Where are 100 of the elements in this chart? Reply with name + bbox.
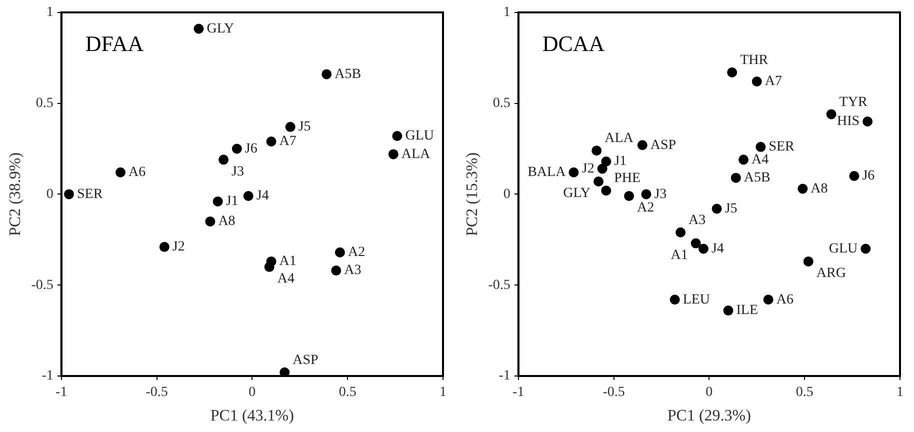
series-label: J4: [256, 188, 269, 204]
series-label: THR: [740, 53, 769, 68]
y-tick-label: 0.5: [492, 96, 510, 111]
series-label: TYR: [839, 94, 868, 110]
series-label: A2: [637, 200, 654, 216]
series-label: J3: [232, 164, 244, 180]
series-label: A7: [764, 74, 782, 90]
point: [676, 227, 686, 238]
point: [727, 67, 738, 78]
point: [280, 367, 290, 376]
point: [331, 266, 342, 276]
x-tick-label: -0.5: [602, 385, 625, 400]
series-label: ASP: [292, 353, 319, 368]
point: [763, 294, 774, 305]
point: [266, 136, 276, 146]
y-tick-label: -1: [42, 368, 54, 384]
point: [334, 247, 345, 258]
series-label: J1: [614, 154, 627, 170]
point: [826, 109, 836, 120]
series-label: A3: [344, 263, 362, 278]
series-label: HIS: [837, 114, 860, 130]
point: [392, 131, 402, 142]
point: [738, 154, 749, 165]
point: [266, 256, 276, 266]
series-label: A8: [810, 181, 828, 196]
point: [194, 24, 204, 34]
point: [285, 122, 296, 132]
point: [849, 171, 860, 182]
series-label: J2: [172, 240, 185, 255]
point: [159, 242, 170, 252]
series-label: J5: [298, 120, 311, 135]
series-label: ALA: [604, 131, 634, 146]
x-tick-label: 1: [440, 385, 446, 400]
series-label: A5B: [334, 66, 362, 82]
x-tick-label: -1: [512, 385, 524, 400]
point: [862, 116, 873, 126]
x-tick-label: 1: [896, 385, 904, 400]
point: [723, 306, 734, 316]
point: [637, 140, 648, 150]
y-tick-label: 0: [46, 186, 54, 202]
series-label: GLU: [405, 128, 434, 144]
series-label: ALA: [401, 146, 432, 162]
point: [730, 172, 741, 183]
series-label: GLY: [563, 186, 591, 202]
series-label: A1: [279, 254, 296, 270]
text: DCAA: [542, 31, 605, 56]
point: [218, 154, 229, 165]
y-axis-title: PC2 (38.9%): [6, 152, 24, 236]
y-tick-label: 0: [503, 186, 510, 202]
point: [641, 189, 652, 200]
series-label: A5B: [744, 170, 770, 186]
series-label: J3: [654, 186, 667, 202]
point: [232, 144, 242, 154]
series-label: ARG: [816, 266, 846, 282]
point: [670, 294, 680, 305]
y-tick-label: 0.5: [36, 96, 54, 111]
x-tick-label: 0.5: [796, 385, 814, 400]
series-label: J6: [862, 168, 875, 184]
y-tick-label: -0.5: [31, 278, 54, 293]
y-tick-label: 1: [503, 5, 510, 20]
point: [601, 156, 612, 166]
point: [798, 184, 808, 194]
series-label: A2: [348, 245, 366, 260]
point: [752, 76, 762, 86]
series-label: A6: [128, 165, 146, 180]
series-label: A6: [776, 292, 794, 308]
y-tick-label: -0.5: [488, 278, 510, 293]
series-label: SER: [768, 140, 796, 155]
series-label: J6: [244, 141, 258, 156]
y-tick-label: 1: [46, 5, 54, 20]
series-label: J5: [724, 201, 738, 216]
series-label: SER: [76, 186, 104, 202]
point: [690, 238, 701, 248]
text: DFAA: [85, 31, 144, 56]
point: [698, 244, 708, 254]
series-label: A3: [688, 213, 706, 228]
series-label: PHE: [614, 171, 641, 186]
series-label: J2: [582, 161, 594, 176]
x-tick-label: -1: [56, 385, 68, 400]
point: [212, 196, 223, 206]
series-label: A1: [670, 248, 688, 263]
series-label: A4: [752, 152, 769, 168]
point: [388, 149, 398, 160]
series-label: ASP: [650, 138, 676, 153]
series-label: BALA: [528, 165, 567, 180]
x-tick-label: -0.5: [146, 385, 168, 400]
y-tick-label: -1: [498, 368, 510, 384]
series-label: J1: [226, 194, 238, 210]
point: [594, 176, 604, 186]
series-label: J4: [711, 241, 724, 256]
point: [116, 167, 126, 178]
point: [597, 164, 608, 174]
point: [592, 146, 602, 156]
point: [322, 69, 332, 80]
point: [64, 189, 74, 200]
x-tick-label: 0: [248, 385, 256, 400]
point: [243, 191, 254, 202]
series-label: LEU: [682, 292, 710, 308]
series-label: A7: [279, 134, 296, 150]
series-label: GLY: [206, 21, 234, 36]
